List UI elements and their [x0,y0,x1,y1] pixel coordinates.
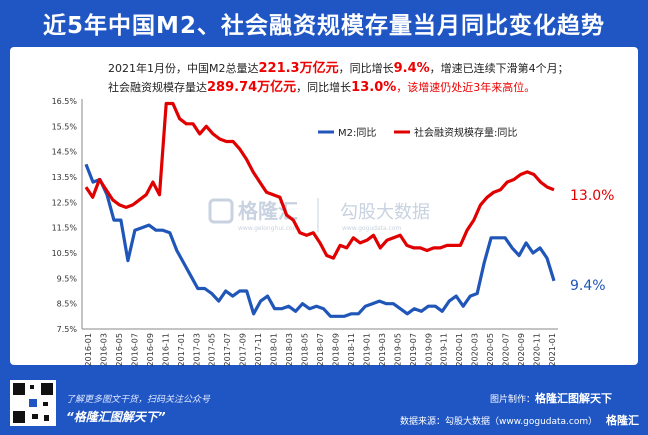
y-tick-label: 16.5% [52,97,78,106]
m2-end-label: 9.4% [570,278,606,294]
m2-total-value: 221.3万亿元 [258,61,339,76]
watermark-right-text: 勾股大数据 [340,202,430,223]
legend-social-label: 社会融资规模存量:同比 [414,126,517,139]
x-tick-label: 2016-07 [130,333,139,366]
x-tick-label: 2016-01 [84,333,93,366]
note-text: ，同比增长 [338,62,394,75]
watermark-right-url: www.gogudata.com [342,225,402,232]
legend-m2-label: M2:同比 [338,127,376,139]
x-tick-label: 2020-09 [517,333,526,366]
summary-line-2: 社会融资规模存量达289.74万亿元，同比增长13.0%，该增速仍处近3年来高位… [108,76,628,95]
footer-made-by: 图片制作：格隆汇图解天下 [490,392,613,405]
y-tick-label: 12.5% [52,198,78,207]
m2-growth-value: 9.4% [393,61,430,76]
x-tick-label: 2017-11 [254,333,263,366]
x-tick-label: 2019-07 [409,333,418,366]
x-tick-label: 2018-01 [270,333,279,366]
x-tick-label: 2016-11 [161,333,170,366]
x-tick-label: 2016-03 [99,333,108,366]
x-tick-label: 2019-01 [362,333,371,366]
x-tick-label: 2017-09 [239,333,248,366]
note-text: ，增速已连续下滑第4个月； [429,62,569,75]
qr-code[interactable] [10,380,56,426]
note-text: 2021年1月份，中国M2总量达 [108,62,259,75]
x-tick-label: 2020-05 [486,333,495,366]
chart-panel: 2021年1月份，中国M2总量达221.3万亿元，同比增长9.4%，增速已连续下… [10,47,638,365]
footer-follow-text: 了解更多图文干货，扫码关注公众号 [66,395,211,405]
x-tick-label: 2018-11 [347,333,356,366]
y-tick-label: 13.5% [52,173,78,182]
x-tick-label: 2021-01 [548,333,557,366]
x-tick-label: 2017-01 [177,333,186,366]
summary-line-1: 2021年1月份，中国M2总量达221.3万亿元，同比增长9.4%，增速已连续下… [108,57,628,76]
y-tick-label: 15.5% [52,122,78,131]
note-text: 社会融资规模存量达 [108,81,207,94]
watermark-logo-url: www.gelonghui.com [238,225,299,232]
note-text-highlight: ，该增速仍处近3年来高位。 [396,81,536,94]
corner-brand-logo: 格隆汇 [606,414,639,427]
x-tick-label: 2018-03 [285,333,294,366]
x-tick-label: 2016-05 [115,333,124,366]
x-tick-label: 2019-03 [378,333,387,366]
footer-data-source: 数据来源：勾股大数据（www.gogudata.com） 格隆汇 [400,414,639,427]
y-tick-label: 14.5% [52,148,78,157]
x-tick-label: 2018-05 [301,333,310,366]
watermark-logo-icon [208,198,234,224]
x-tick-label: 2017-05 [208,333,217,366]
x-tick-label: 2020-11 [533,333,542,366]
footer-account-name: “格隆汇图解天下” [66,410,166,424]
x-tick-label: 2019-09 [424,333,433,366]
y-tick-label: 9.5% [57,274,78,283]
page-title: 近5年中国M2、社会融资规模存量当月同比变化趋势 [43,13,605,39]
x-tick-label: 2019-11 [440,333,449,366]
x-tick-label: 2020-03 [471,333,480,366]
y-tick-label: 7.5% [57,325,78,334]
x-tick-label: 2018-07 [316,333,325,366]
x-tick-label: 2020-01 [455,333,464,366]
social-growth-value: 13.0% [351,80,397,95]
x-tick-label: 2018-09 [331,333,340,366]
y-tick-label: 11.5% [52,224,78,233]
line-chart: 16.5% 15.5% 14.5% 13.5% 12.5% 11.5% 10.5% 9.5% 8… [52,97,615,366]
note-text: ，同比增长 [296,81,352,94]
x-tick-label: 2019-05 [393,333,402,366]
m2-series-line [84,163,556,318]
social-end-label: 13.0% [570,188,614,204]
x-tick-label: 2020-07 [502,333,511,366]
y-tick-label: 10.5% [52,249,78,258]
watermark-logo-text: 格隆汇 [238,199,298,223]
header-band [0,0,648,47]
y-tick-label: 8.5% [57,300,78,309]
social-total-value: 289.74万亿元 [207,80,297,95]
x-tick-label: 2017-07 [223,333,232,366]
x-tick-label: 2017-03 [192,333,201,366]
social-series-line [84,101,555,260]
x-tick-label: 2016-09 [146,333,155,366]
